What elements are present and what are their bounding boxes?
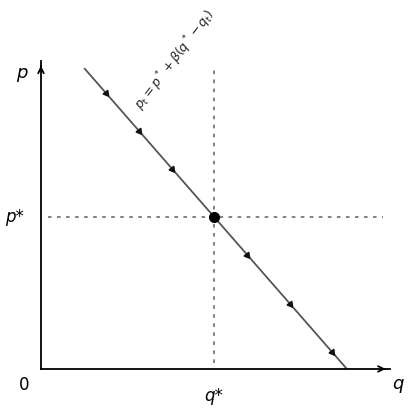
Text: $p_t = p^* + \beta(q^* - q_t)$: $p_t = p^* + \beta(q^* - q_t)$ [130,5,219,114]
Text: q*: q* [204,386,223,405]
Text: p: p [16,64,27,82]
Text: q: q [391,375,402,393]
Text: 0: 0 [19,376,29,394]
Text: p*: p* [5,208,24,226]
